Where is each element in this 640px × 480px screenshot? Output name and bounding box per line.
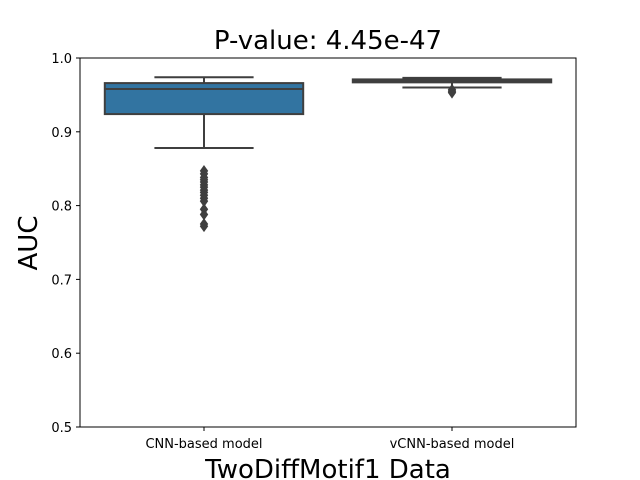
plot-frame [79, 57, 577, 428]
y-tick-label: 0.9 [51, 126, 72, 141]
outlier-point [199, 220, 209, 233]
x-axis-label: TwoDiffMotif1 Data [204, 455, 451, 480]
box-1 [103, 76, 305, 233]
y-tick-label: 0.6 [51, 347, 72, 362]
y-axis: 0.5 0.6 0.7 0.8 0.9 1.0 [51, 52, 80, 436]
y-tick-label: 0.5 [51, 421, 72, 436]
box-2 [351, 76, 553, 99]
x-tick-label: vCNN-based model [390, 437, 515, 452]
y-axis-label: AUC [14, 216, 44, 271]
chart-title: P-value: 4.45e-47 [214, 26, 442, 56]
box-body [103, 82, 305, 116]
y-tick-label: 0.8 [51, 200, 72, 215]
y-tick-label: 1.0 [51, 52, 72, 67]
plot-area [79, 57, 577, 428]
y-tick-label: 0.7 [51, 273, 72, 288]
x-tick-label: CNN-based model [145, 437, 262, 452]
outlier-point [447, 86, 457, 99]
x-axis: CNN-based model vCNN-based model [145, 427, 514, 452]
